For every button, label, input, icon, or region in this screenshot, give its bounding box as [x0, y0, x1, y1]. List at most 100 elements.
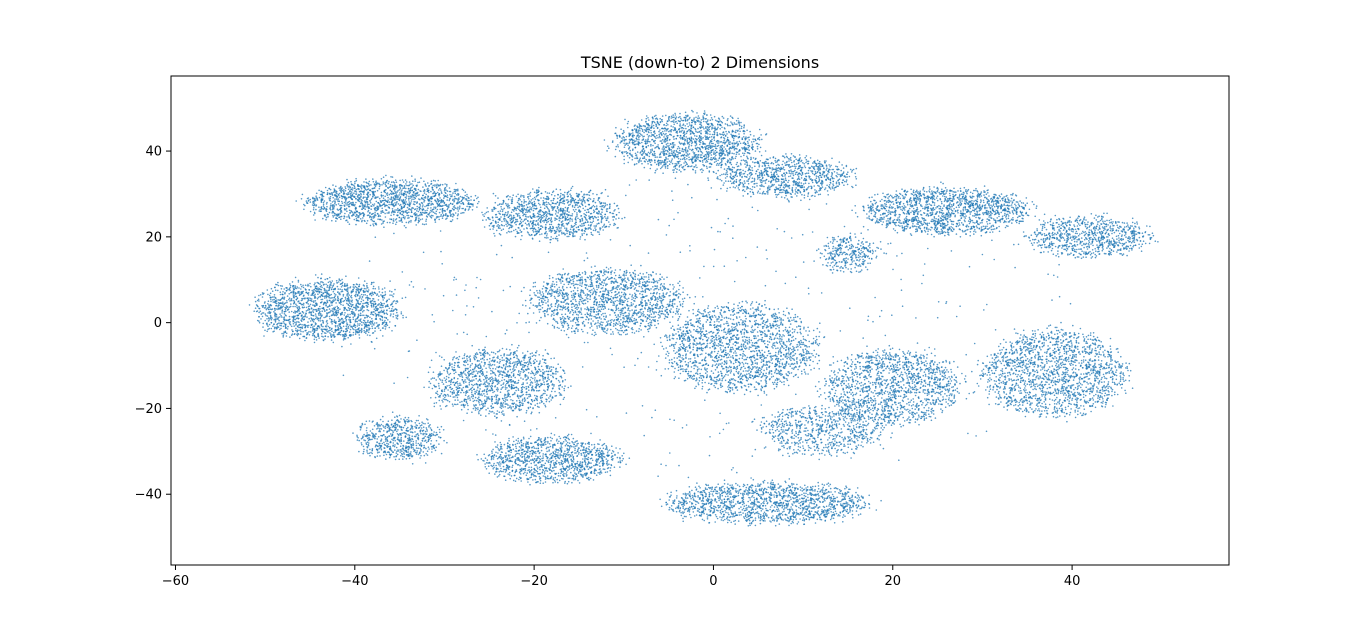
scatter-point: [466, 195, 468, 198]
scatter-point: [452, 215, 454, 218]
scatter-point: [392, 184, 394, 187]
scatter-point: [500, 229, 503, 231]
scatter-point: [457, 193, 460, 195]
scatter-point: [615, 214, 618, 216]
scatter-point: [392, 192, 394, 195]
scatter-point: [654, 171, 656, 174]
scatter-point: [713, 130, 715, 133]
scatter-point: [728, 166, 730, 168]
scatter-point: [430, 182, 433, 185]
scatter-point: [675, 151, 678, 153]
scatter-point: [452, 192, 454, 194]
scatter-point: [337, 209, 340, 211]
scatter-point: [613, 202, 616, 205]
scatter-point: [508, 223, 511, 226]
scatter-point: [746, 164, 748, 167]
scatter-point: [592, 204, 595, 207]
scatter-point: [540, 209, 542, 212]
scatter-point: [740, 127, 743, 130]
scatter-point: [709, 140, 712, 142]
scatter-point: [623, 155, 625, 158]
scatter-point: [751, 143, 754, 146]
scatter-point: [661, 134, 663, 136]
scatter-point: [325, 216, 328, 219]
scatter-point: [563, 202, 566, 205]
scatter-point: [547, 220, 549, 223]
scatter-point: [537, 226, 540, 229]
scatter-point: [555, 202, 557, 205]
scatter-point: [828, 184, 831, 186]
scatter-point: [709, 158, 712, 161]
scatter-point: [756, 192, 759, 194]
scatter-point: [312, 204, 315, 207]
scatter-point: [824, 187, 827, 189]
scatter-point: [802, 162, 804, 164]
scatter-point: [355, 193, 357, 195]
scatter-point: [394, 209, 396, 211]
scatter-point: [328, 192, 331, 195]
scatter-point: [358, 211, 360, 214]
scatter-point: [353, 187, 356, 190]
scatter-point: [398, 194, 401, 196]
scatter-point: [645, 158, 647, 161]
scatter-point: [747, 182, 750, 185]
scatter-point: [825, 160, 827, 162]
scatter-point: [509, 219, 512, 222]
scatter-point: [774, 157, 777, 160]
scatter-point: [364, 201, 367, 204]
scatter-point: [355, 207, 358, 209]
scatter-point: [645, 115, 648, 117]
scatter-point: [789, 156, 792, 159]
scatter-point: [691, 161, 694, 163]
scatter-point: [775, 171, 778, 174]
scatter-point: [726, 133, 728, 135]
scatter-point: [348, 209, 351, 212]
scatter-point: [571, 213, 574, 215]
scatter-point: [513, 216, 516, 219]
scatter-point: [775, 193, 777, 196]
scatter-point: [813, 173, 816, 176]
scatter-point: [578, 228, 580, 231]
scatter-point: [341, 202, 344, 204]
scatter-point: [671, 158, 673, 160]
scatter-point: [621, 132, 624, 135]
scatter-point: [393, 190, 396, 192]
scatter-point: [785, 183, 787, 185]
scatter-point: [744, 150, 747, 153]
scatter-point: [342, 190, 345, 193]
scatter-point: [782, 175, 784, 178]
scatter-point: [753, 177, 756, 180]
scatter-point: [587, 208, 590, 211]
scatter-point: [545, 223, 547, 226]
scatter-point: [743, 185, 746, 188]
scatter-point: [760, 169, 762, 172]
scatter-point: [533, 223, 535, 226]
scatter-point: [844, 176, 847, 178]
scatter-point: [572, 233, 575, 235]
scatter-point: [405, 183, 407, 185]
scatter-point: [632, 148, 634, 150]
scatter-point: [699, 169, 702, 171]
scatter-point: [742, 195, 744, 197]
scatter-point: [686, 140, 688, 143]
scatter-point: [664, 127, 667, 130]
scatter-point: [735, 153, 738, 155]
scatter-point: [705, 161, 707, 163]
scatter-point: [624, 118, 626, 121]
scatter-point: [653, 140, 655, 143]
scatter-point: [584, 221, 587, 224]
scatter-point: [792, 172, 794, 175]
scatter-point: [341, 197, 343, 200]
scatter-point: [635, 129, 638, 131]
scatter-point: [793, 165, 795, 168]
scatter-point: [683, 168, 685, 171]
scatter-point: [503, 220, 506, 222]
scatter-point: [824, 188, 826, 191]
scatter-point: [380, 223, 383, 225]
scatter-point: [382, 176, 385, 178]
scatter-point: [369, 202, 372, 204]
scatter-point: [754, 150, 757, 152]
scatter-point: [786, 185, 789, 187]
scatter-point: [585, 211, 588, 214]
scatter-point: [745, 148, 748, 151]
